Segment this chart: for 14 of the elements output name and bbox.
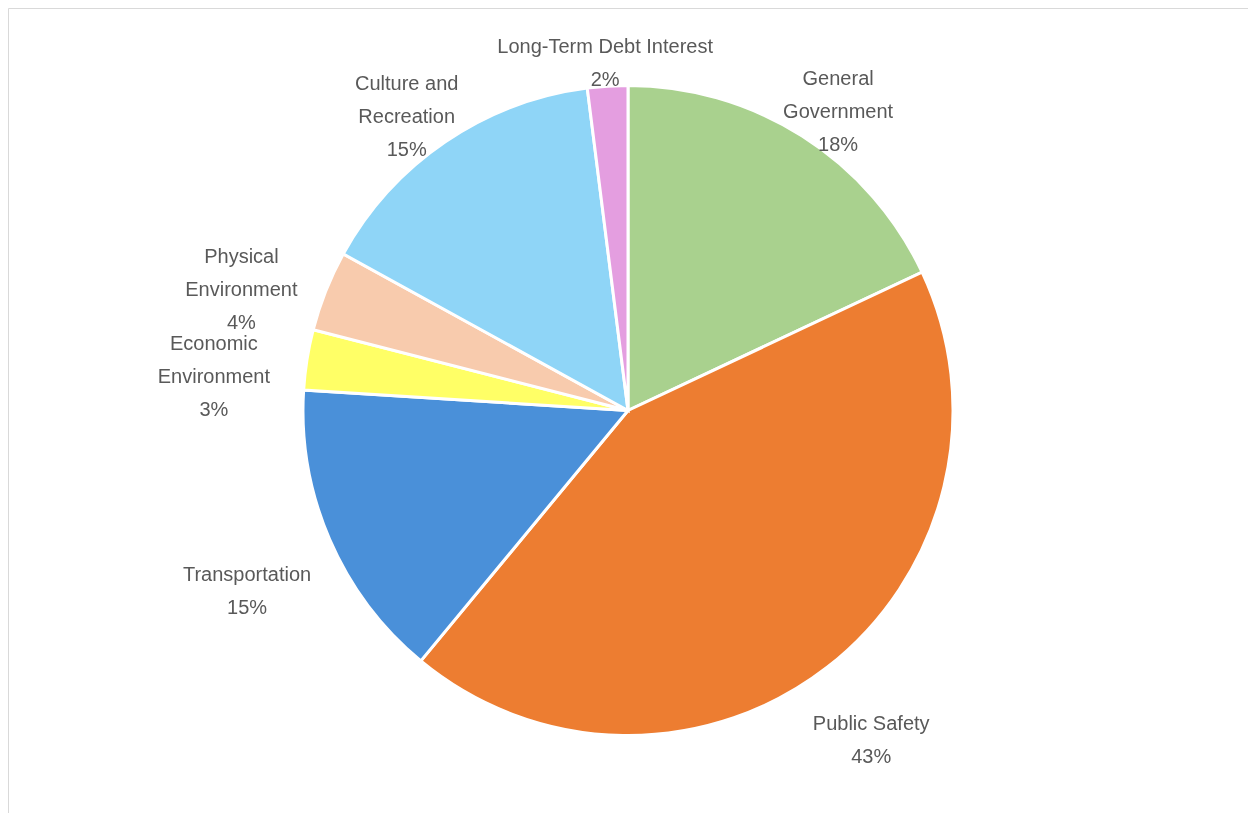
slice-label: Public Safety [812,711,930,734]
data-label: 43% [851,744,892,767]
data-label: 15% [386,138,427,161]
data-label: 3% [199,398,229,421]
slice-label: Long-Term Debt Interest [497,34,714,57]
slice-label: General Government [783,66,894,122]
slice-label: Culture and Recreation [354,72,459,128]
slice-label: Physical Environment [185,244,298,300]
data-label: 4% [226,310,257,333]
data-label: 15% [227,595,268,618]
slice-label: Transportation [182,562,312,585]
data-label: 18% [818,132,859,155]
slice-label: Economic Environment [157,332,271,388]
data-label: 2% [590,67,620,90]
